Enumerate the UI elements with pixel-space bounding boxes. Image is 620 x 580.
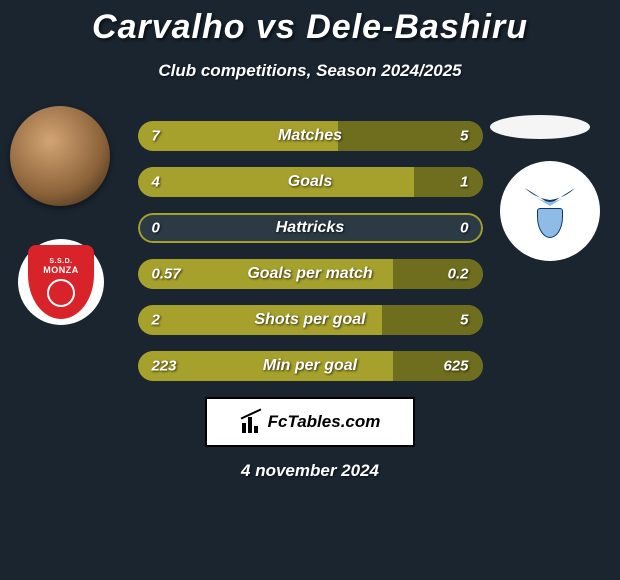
player-right-avatar bbox=[490, 115, 590, 139]
comparison-date: 4 november 2024 bbox=[0, 461, 620, 481]
stat-row: 223625Min per goal bbox=[138, 351, 483, 381]
stat-bar-right bbox=[393, 259, 483, 289]
stat-row: 41Goals bbox=[138, 167, 483, 197]
stat-value-left: 0 bbox=[152, 220, 160, 237]
stat-value-right: 0.2 bbox=[448, 266, 469, 283]
source-text: FcTables.com bbox=[268, 412, 381, 432]
monza-crest-icon: S.S.D. MONZA bbox=[28, 245, 94, 319]
lazio-crest-icon bbox=[515, 176, 585, 246]
stat-value-right: 0 bbox=[460, 220, 468, 237]
stat-bar-left bbox=[138, 305, 383, 335]
stat-value-right: 5 bbox=[460, 312, 468, 329]
stat-bars-container: 75Matches41Goals00Hattricks0.570.2Goals … bbox=[138, 121, 483, 381]
stat-value-left: 4 bbox=[152, 174, 160, 191]
stats-area: S.S.D. MONZA 75Matches41Goals00Hattricks… bbox=[0, 121, 620, 381]
stat-value-left: 7 bbox=[152, 128, 160, 145]
comparison-title: Carvalho vs Dele-Bashiru bbox=[0, 0, 620, 47]
fctables-icon bbox=[240, 411, 262, 433]
stat-value-left: 2 bbox=[152, 312, 160, 329]
stat-value-right: 625 bbox=[443, 358, 468, 375]
club-crest-right bbox=[500, 161, 600, 261]
stat-row: 00Hattricks bbox=[138, 213, 483, 243]
stat-bar-right bbox=[414, 167, 483, 197]
player-left-avatar bbox=[10, 106, 110, 206]
stat-row: 25Shots per goal bbox=[138, 305, 483, 335]
stat-value-left: 223 bbox=[152, 358, 177, 375]
stat-value-right: 1 bbox=[460, 174, 468, 191]
source-badge: FcTables.com bbox=[205, 397, 415, 447]
stat-bar-right bbox=[393, 351, 483, 381]
stat-bar-left bbox=[138, 121, 338, 151]
stat-row: 0.570.2Goals per match bbox=[138, 259, 483, 289]
stat-value-right: 5 bbox=[460, 128, 468, 145]
stat-value-left: 0.57 bbox=[152, 266, 181, 283]
club-crest-left: S.S.D. MONZA bbox=[18, 239, 104, 325]
comparison-subtitle: Club competitions, Season 2024/2025 bbox=[0, 61, 620, 81]
stat-row: 75Matches bbox=[138, 121, 483, 151]
stat-bar-left bbox=[138, 167, 414, 197]
